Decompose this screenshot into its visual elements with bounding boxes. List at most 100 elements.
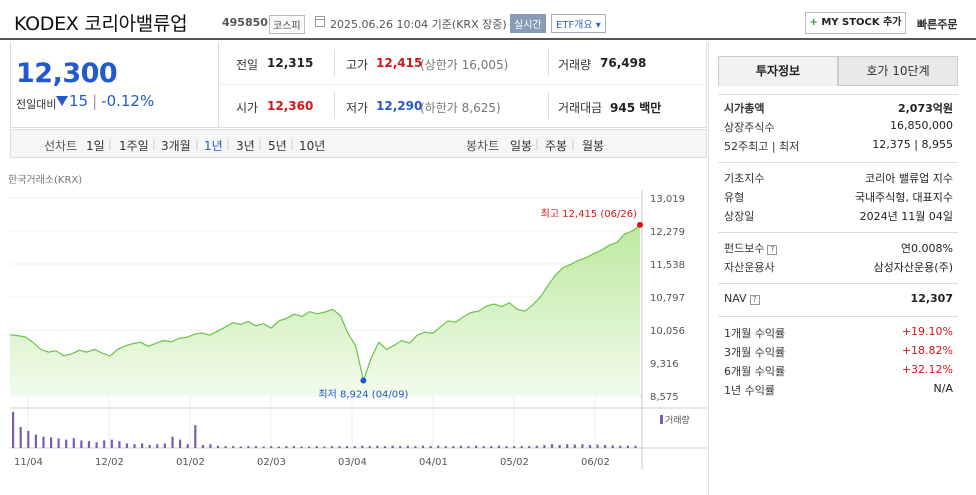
volume-bar	[34, 434, 37, 448]
y-tick-label: 9,316	[650, 359, 679, 370]
volume-bar	[308, 446, 311, 448]
divider	[548, 50, 549, 76]
divider	[718, 316, 958, 317]
stock-code: 495850	[222, 16, 268, 29]
volume-bar	[315, 446, 318, 448]
tab-invest-info[interactable]: 투자정보	[718, 56, 838, 86]
price-line	[10, 224, 641, 383]
tab-orderbook[interactable]: 호가 10단계	[838, 56, 958, 86]
line-chart-label: 선차트	[44, 139, 78, 153]
candle-monthly[interactable]: 월봉	[582, 139, 605, 153]
add-mystock-button[interactable]: + MY STOCK 추가	[805, 12, 906, 34]
help-icon[interactable]: ?	[767, 245, 778, 255]
volume-bar	[103, 440, 106, 448]
x-tick-label: 02/03	[257, 457, 286, 468]
price-chart[interactable]: 13,019 12,279 11,538 10,797 10,056 9,316 8,575…	[10, 190, 707, 470]
volume-bar	[406, 445, 409, 448]
x-tick-label: 04/01	[419, 457, 448, 468]
prev-close-label: 전일	[236, 58, 259, 72]
quote-datetime: 2025.06.26 10:04 기준(KRX 장중)	[330, 18, 507, 31]
volume-bar	[201, 445, 204, 448]
price-change: 15 | -0.12%	[56, 92, 154, 110]
volume-bar	[19, 427, 22, 448]
change-percent: -0.12%	[101, 92, 155, 110]
volume-bar	[459, 445, 462, 448]
volume-bar	[262, 446, 265, 448]
market-tag: 코스피	[269, 15, 305, 34]
volume-bar	[505, 446, 508, 448]
realtime-badge[interactable]: 실시간	[510, 14, 546, 33]
volume-bar	[346, 446, 349, 448]
add-mystock-label: MY STOCK 추가	[821, 17, 902, 28]
volume-bar	[156, 444, 159, 448]
min-annotation: 최저 8,924 (04/09)	[318, 388, 408, 400]
etf-info-dropdown[interactable]: ETF개요 ▾	[551, 14, 606, 33]
volume-bar	[414, 446, 417, 448]
volume-bar	[209, 444, 212, 448]
volume-bar	[566, 444, 569, 448]
volume-bar	[581, 444, 584, 448]
period-3m[interactable]: 3개월	[161, 139, 191, 153]
volume-bar	[383, 446, 387, 448]
volume-bar	[57, 438, 60, 448]
volume-bar	[179, 439, 182, 448]
volume-bar	[270, 446, 273, 448]
volume-bar	[452, 446, 455, 448]
help-icon[interactable]: ?	[749, 295, 760, 305]
return-6m-label: 6개월 수익률	[724, 365, 786, 378]
stock-name: KODEX 코리아밸류업	[14, 13, 188, 35]
type-row: 유형 국내주식형, 대표지수	[724, 189, 953, 207]
type-label: 유형	[724, 191, 745, 204]
candle-weekly[interactable]: 주봉	[545, 139, 568, 153]
open-value: 12,360	[267, 99, 314, 113]
divider	[718, 283, 958, 284]
nav-label: NAV	[724, 292, 747, 305]
candle-daily[interactable]: 일봉	[510, 139, 533, 153]
return-1m-label: 1개월 수익률	[724, 327, 786, 340]
volume-bar	[110, 439, 113, 448]
change-label: 전일대비	[16, 98, 57, 111]
current-price: 12,300	[16, 58, 118, 89]
divider	[334, 50, 335, 76]
period-5y[interactable]: 5년	[268, 139, 287, 153]
period-3y[interactable]: 3년	[236, 139, 255, 153]
market-cap-label: 시가총액	[724, 102, 765, 115]
volume-bar	[368, 446, 371, 448]
quick-order-link[interactable]: 빠른주문	[917, 18, 958, 31]
y-tick-label: 12,279	[650, 227, 685, 238]
x-tick-label: 12/02	[95, 457, 124, 468]
period-10y[interactable]: 10년	[299, 139, 326, 153]
manager-label: 자산운용사	[724, 261, 775, 274]
period-1d[interactable]: 1일	[86, 139, 105, 153]
volume-bar	[186, 444, 189, 448]
period-1w[interactable]: 1주일	[119, 139, 149, 153]
base-index-label: 기초지수	[724, 172, 765, 185]
type-value: 국내주식형, 대표지수	[854, 191, 953, 204]
volume-bar	[72, 438, 75, 448]
volume-bar	[232, 446, 235, 448]
stock-header	[0, 0, 976, 40]
volume-bar	[490, 446, 493, 448]
volume-bar	[247, 446, 250, 448]
volume-bar	[285, 446, 288, 448]
volume-bar	[194, 425, 197, 448]
volume-bar	[528, 446, 531, 448]
volume-bar	[50, 437, 53, 448]
volume-bar	[125, 443, 129, 448]
amount-value: 945 백만	[610, 101, 662, 115]
volume-bar	[141, 443, 144, 448]
x-tick-label: 06/02	[581, 457, 610, 468]
period-1y[interactable]: 1년	[204, 139, 223, 153]
shares-value: 16,850,000	[890, 119, 953, 132]
base-index-value: 코리아 밸류업 지수	[865, 172, 953, 185]
volume-bar	[42, 436, 45, 448]
return-6m-value: +32.12%	[901, 363, 953, 376]
volume-bar	[467, 446, 470, 448]
x-tick-label: 05/02	[500, 457, 529, 468]
y-tick-label: 13,019	[650, 194, 685, 205]
price-area	[10, 224, 640, 396]
volume-bar	[277, 446, 280, 448]
low-label: 저가	[346, 101, 369, 115]
period-selector-bar	[10, 129, 707, 158]
volume-bar	[573, 444, 576, 448]
